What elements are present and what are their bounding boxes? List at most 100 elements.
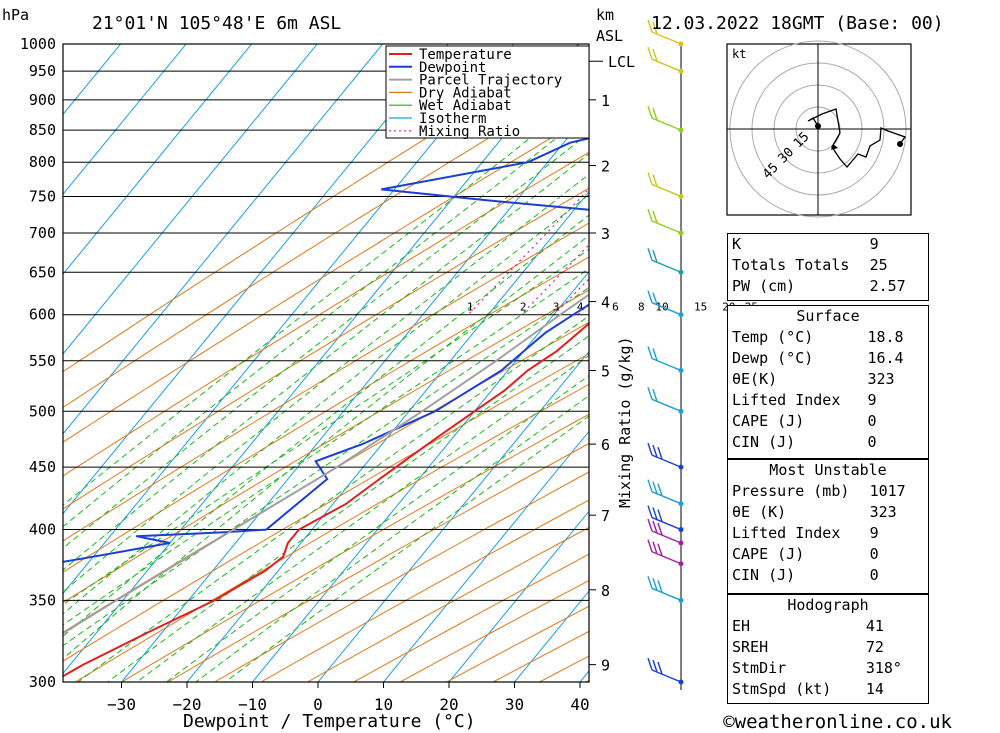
pressure-tick-label: 400 xyxy=(29,521,56,539)
surface-row: Dewp (°C) 16.4 xyxy=(728,348,928,369)
wind-barb-flag xyxy=(647,346,653,359)
surface-value: 18.8 xyxy=(867,328,904,346)
isotherm-line xyxy=(251,270,589,682)
wind-level-dot xyxy=(678,561,684,567)
mixing-ratio-label: 8 xyxy=(638,301,645,314)
pressure-tick-label: 350 xyxy=(29,591,56,609)
index-row: Totals Totals 25 xyxy=(728,255,928,276)
wind-barb-flag xyxy=(647,657,653,671)
x-tick-label: 30 xyxy=(505,695,524,714)
most-unstable-title: Most Unstable xyxy=(769,461,887,479)
mixing-ratio-axis-label: Mixing Ratio (g/kg) xyxy=(616,336,634,508)
dry-adiabat-line xyxy=(213,471,589,682)
dry-adiabat-line xyxy=(63,289,589,604)
mixing-ratio-label: 6 xyxy=(612,301,619,314)
hodograph-stat-value: 14 xyxy=(865,680,884,698)
surface-value: 16.4 xyxy=(867,349,904,367)
most-unstable-row: Pressure (mb) 1017 xyxy=(728,481,928,502)
wind-barb-flag xyxy=(647,387,653,400)
wind-barb-flag xyxy=(657,543,663,556)
isotherm-line xyxy=(63,44,253,275)
hodograph-stat-row: StmSpd (kt) 14 xyxy=(728,679,928,700)
wind-level-dot xyxy=(678,501,684,507)
km-tick-label: 7 xyxy=(601,507,610,525)
wind-barb-flag xyxy=(657,483,663,496)
legend-entry: Isotherm xyxy=(419,111,486,127)
km-tick-label: 3 xyxy=(601,225,610,243)
x-tick-label: 10 xyxy=(374,695,393,714)
mixing-ratio-label: 3 xyxy=(553,301,560,314)
pressure-tick-label: 500 xyxy=(29,402,56,420)
surface-row: Temp (°C) 18.8 xyxy=(728,327,928,348)
wet-adiabat-line xyxy=(136,355,589,682)
most-unstable-value: 0 xyxy=(869,566,879,584)
hodograph-stat-row: EH 41 xyxy=(728,616,928,637)
wind-level-dot xyxy=(678,127,684,133)
mixing-ratio-label: 1 xyxy=(467,301,474,314)
footer-credit[interactable]: ©weatheronline.co.uk xyxy=(723,711,952,733)
location-title: 21°01'N 105°48'E 6m ASL xyxy=(92,13,341,34)
temperature-line xyxy=(63,322,589,678)
wind-barb-flag xyxy=(647,19,653,33)
surface-value: 0 xyxy=(867,412,877,430)
wind-barb-flag xyxy=(647,518,653,532)
x-tick-label: 40 xyxy=(570,695,589,714)
isotherm-line xyxy=(63,44,449,515)
dry-adiabat-line xyxy=(63,187,589,510)
wind-barb-flag xyxy=(657,661,663,675)
dry-adiabat-line xyxy=(63,151,589,477)
wet-adiabat-line xyxy=(63,214,589,637)
wind-barb-flag xyxy=(652,21,658,35)
most-unstable-value: 0 xyxy=(869,545,879,563)
surface-row: Lifted Index 9 xyxy=(728,390,928,411)
wind-barb-flag xyxy=(652,481,658,494)
wind-barb-flag xyxy=(652,348,658,361)
wind-level-dot xyxy=(678,597,684,603)
dewpoint-line xyxy=(63,137,589,563)
hodograph-unit: kt xyxy=(732,47,746,61)
most-unstable-value: 9 xyxy=(869,524,879,542)
wind-barb-flag xyxy=(647,539,653,552)
hodograph-stat-label: StmDir xyxy=(732,659,787,677)
hodograph-trace xyxy=(807,108,907,168)
surface-title: Surface xyxy=(796,307,860,325)
most-unstable-label: Lifted Index xyxy=(732,524,841,542)
wet-adiabat-line xyxy=(63,111,589,528)
wind-barb-flag xyxy=(652,250,658,263)
temperature-axis: −30 −20 −10 0 10 20 30 40 xyxy=(107,682,590,714)
wind-level-dot xyxy=(678,464,684,470)
surface-row: θE(K) 323 xyxy=(728,369,928,390)
x-axis-label: Dewpoint / Temperature (°C) xyxy=(183,711,476,732)
wind-barb-flag xyxy=(647,248,653,261)
hodograph-table-title: Hodograph xyxy=(787,596,869,614)
wind-level-dot xyxy=(678,527,684,533)
wind-barb-flag xyxy=(652,174,658,187)
dry-adiabat-line xyxy=(63,114,589,443)
wind-barb-flag xyxy=(647,576,653,589)
wind-level-dot xyxy=(678,230,684,236)
wet-adiabat-line xyxy=(63,234,589,660)
most-unstable-row: CIN (J) 0 xyxy=(728,565,928,586)
pressure-tick-label: 900 xyxy=(29,91,56,109)
wind-barb-flag xyxy=(652,210,658,224)
hodograph-stat-row: SREH 72 xyxy=(728,637,928,658)
mixing-ratio-label: 15 xyxy=(694,301,707,314)
plot-frame xyxy=(62,43,590,683)
most-unstable-value: 323 xyxy=(869,503,897,521)
wet-adiabat-line xyxy=(63,248,589,606)
wind-barb-flag xyxy=(652,107,658,121)
wind-barb-flag xyxy=(652,48,658,62)
wet-adiabat-line xyxy=(106,335,589,682)
pressure-unit: hPa xyxy=(2,6,29,24)
most-unstable-row: θE (K) 323 xyxy=(728,502,928,523)
km-tick-label: 2 xyxy=(601,158,610,176)
dry-adiabat-line xyxy=(63,256,589,573)
isotherm-line xyxy=(513,590,589,682)
surface-value: 323 xyxy=(867,370,895,388)
surface-label: Lifted Index xyxy=(732,391,841,409)
wind-profile xyxy=(647,19,684,690)
legend-entry: Temperature xyxy=(419,47,512,63)
wind-barb-flag xyxy=(657,446,663,460)
